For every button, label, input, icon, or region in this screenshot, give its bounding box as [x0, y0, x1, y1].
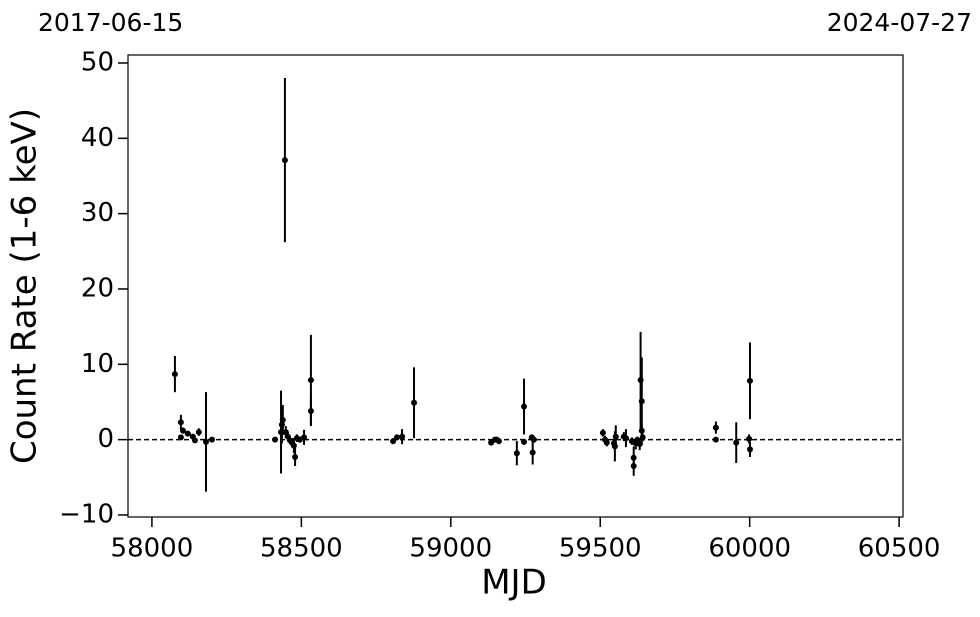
data-point: [272, 436, 279, 443]
data-point: [746, 435, 753, 442]
data-point: [195, 429, 202, 436]
y-tick-label: −10: [59, 499, 114, 529]
data-point: [622, 435, 629, 442]
data-point: [191, 437, 198, 444]
data-point: [279, 417, 286, 424]
data-point: [530, 436, 537, 443]
y-tick-label: 0: [97, 424, 114, 454]
data-point: [638, 398, 645, 405]
data-point: [638, 427, 645, 434]
data-point: [521, 403, 528, 410]
data-point: [733, 439, 740, 446]
plot-frame: [127, 54, 904, 518]
top-right-label: 2024-07-27: [827, 8, 972, 37]
data-point: [529, 449, 536, 456]
x-tick-label: 60500: [858, 534, 941, 564]
x-tick-label: 58500: [260, 534, 343, 564]
y-tick-label: 20: [81, 273, 114, 303]
data-point: [179, 427, 186, 434]
x-tick-label: 59000: [409, 534, 492, 564]
data-point: [203, 438, 210, 445]
data-point: [630, 463, 637, 470]
data-point: [712, 424, 719, 431]
data-point: [746, 377, 753, 384]
data-point: [399, 433, 406, 440]
data-point: [307, 377, 314, 384]
x-axis-label: MJD: [481, 563, 547, 603]
data-point: [521, 438, 528, 445]
x-tick-label: 59500: [559, 534, 642, 564]
data-point: [599, 429, 606, 436]
data-point: [301, 434, 308, 441]
data-point: [184, 430, 191, 437]
top-left-label: 2017-06-15: [38, 8, 183, 37]
data-point: [292, 453, 299, 460]
y-tick-label: 30: [81, 198, 114, 228]
y-axis-label: Count Rate (1-6 keV): [5, 108, 45, 464]
data-point: [390, 438, 397, 445]
data-point: [712, 436, 719, 443]
data-point: [393, 434, 400, 441]
data-point: [639, 434, 646, 441]
x-tick-label: 58000: [111, 534, 194, 564]
data-point: [281, 157, 288, 164]
data-point: [495, 438, 502, 445]
data-point: [208, 436, 215, 443]
data-point: [612, 433, 619, 440]
y-tick-label: 50: [81, 47, 114, 77]
data-point: [177, 419, 184, 426]
data-point: [171, 371, 178, 378]
data-point: [603, 439, 610, 446]
data-point: [177, 434, 184, 441]
y-tick-label: 40: [81, 123, 114, 153]
data-point: [411, 399, 418, 406]
data-point: [746, 446, 753, 453]
data-point: [513, 450, 520, 457]
data-point: [290, 442, 297, 449]
x-tick-label: 60000: [708, 534, 791, 564]
y-tick-label: 10: [81, 349, 114, 379]
